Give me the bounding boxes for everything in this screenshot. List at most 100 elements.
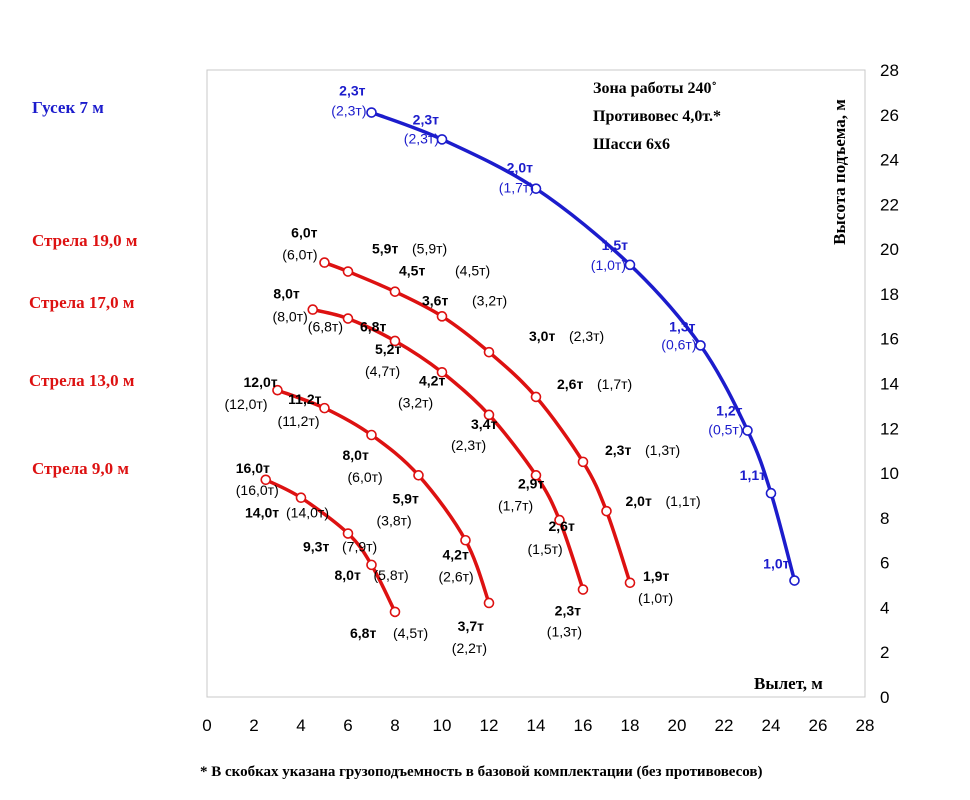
data-point [319, 257, 330, 268]
data-label-base: (12,0т) [225, 396, 268, 412]
data-label-load: 14,0т [245, 505, 279, 521]
data-point [366, 429, 377, 441]
x-tick-label: 8 [390, 716, 399, 735]
x-tick-label: 0 [202, 716, 211, 735]
data-point [389, 606, 401, 618]
data-label-base: (16,0т) [236, 482, 279, 498]
series-line [369, 110, 797, 583]
data-point [483, 346, 495, 358]
data-label-load: 1,9т [643, 568, 669, 584]
y-tick-label: 28 [880, 61, 899, 80]
data-point [483, 409, 495, 421]
data-label-load: 2,3т [413, 111, 439, 127]
data-label-base: (11,2т) [278, 413, 320, 429]
data-label-load: 2,3т [605, 442, 631, 458]
tick-labels: 0 2 4 6 8 10 12 14 16 18 20 22 24 26 28024681012141618… [202, 61, 899, 735]
data-label-load: 3,0т [529, 328, 555, 344]
info-counterweight: Противовес 4,0т.* [593, 108, 721, 125]
data-label-load: 6,0т [291, 225, 317, 241]
data-label-base: (2,3т) [331, 103, 366, 119]
legend-boom-13m: Стрела 13,0 м [29, 371, 135, 390]
data-point [530, 183, 542, 194]
data-label-base: (1,3т) [547, 624, 582, 640]
data-label-load: 5,9т [393, 490, 419, 506]
data-label-load: 12,0т [244, 374, 278, 390]
data-label-base: (14,0т) [286, 505, 329, 521]
data-labels: 2,3т (2,3т) 2,3т (2,3т) 2,0т (1,7т) 1,5т (1,0т)… [225, 83, 790, 656]
data-label-base: (2,6т) [439, 568, 474, 584]
data-label-base: (6,8т) [308, 319, 343, 335]
data-label-base: (4,5т) [455, 263, 490, 279]
data-point [483, 597, 495, 609]
y-tick-label: 2 [880, 643, 889, 662]
x-tick-label: 10 [433, 716, 452, 735]
data-point [319, 402, 330, 414]
footnote: * В скобках указана грузоподъемность в б… [200, 764, 763, 780]
data-label-load: 1,3т [669, 318, 695, 334]
series-lines [260, 107, 800, 618]
data-label-base: (1,1т) [666, 493, 701, 509]
data-label-base: (0,6т) [661, 336, 696, 352]
data-label-load: 2,3т [555, 603, 581, 619]
data-label-load: 1,5т [602, 237, 628, 253]
data-point [342, 313, 354, 324]
y-tick-label: 12 [880, 419, 899, 438]
data-point [389, 335, 401, 347]
data-point [742, 425, 753, 436]
data-point [272, 384, 283, 396]
data-label-base: (8,0т) [273, 309, 308, 325]
data-label-base: (6,0т) [348, 469, 383, 485]
data-point [389, 286, 401, 297]
data-label-base: (3,8т) [377, 512, 412, 528]
x-tick-label: 18 [621, 716, 640, 735]
data-point [366, 107, 377, 118]
data-label-load: 4,5т [399, 263, 425, 279]
data-label-load: 9,3т [303, 539, 329, 555]
legend-jib-7m: Гусек 7 м [32, 98, 104, 117]
x-tick-label: 20 [668, 716, 687, 735]
x-tick-label: 24 [762, 716, 781, 735]
y-tick-label: 22 [880, 195, 899, 214]
data-label-load: 8,0т [343, 447, 369, 463]
data-label-base: (1,5т) [528, 541, 563, 557]
data-label-load: 11,2т [288, 391, 321, 407]
y-tick-label: 14 [880, 375, 899, 394]
data-label-load: 2,0т [626, 493, 652, 509]
plot-frame [206, 69, 866, 698]
data-label-load: 1,0т [763, 556, 789, 572]
y-tick-label: 26 [880, 106, 899, 125]
x-tick-label: 16 [574, 716, 593, 735]
data-point [342, 266, 354, 277]
data-label-load: 5,2т [375, 341, 401, 357]
legend-boom-19m: Стрела 19,0 м [32, 231, 138, 250]
x-tick-label: 22 [715, 716, 734, 735]
data-point [577, 456, 589, 468]
y-tick-label: 0 [880, 688, 889, 707]
data-point [789, 575, 800, 586]
x-tick-label: 14 [527, 716, 546, 735]
data-label-base: (5,9т) [412, 241, 447, 257]
data-label-load: 5,9т [372, 241, 398, 257]
data-point [307, 304, 319, 315]
data-label-base: (2,3т) [404, 130, 439, 146]
data-point [295, 492, 307, 504]
data-label-base: (4,5т) [393, 625, 428, 641]
data-point [436, 367, 448, 378]
y-tick-label: 20 [880, 240, 899, 259]
y-tick-label: 16 [880, 330, 899, 349]
x-tick-label: 12 [480, 716, 499, 735]
data-label-base: (1,0т) [591, 257, 626, 273]
data-label-base: (3,2т) [398, 394, 433, 410]
data-point [695, 340, 706, 351]
x-tick-label: 26 [809, 716, 828, 735]
data-label-load: 2,6т [549, 518, 575, 534]
data-label-base: (1,7т) [499, 180, 534, 196]
data-label-base: (3,2т) [472, 292, 507, 308]
data-label-load: 2,9т [518, 475, 544, 491]
data-label-load: 3,4т [471, 416, 497, 432]
data-label-base: (2,3т) [451, 437, 486, 453]
data-point [413, 470, 424, 481]
data-point [366, 559, 377, 571]
data-label-load: 6,8т [350, 625, 376, 641]
data-label-load: 4,2т [443, 546, 469, 562]
